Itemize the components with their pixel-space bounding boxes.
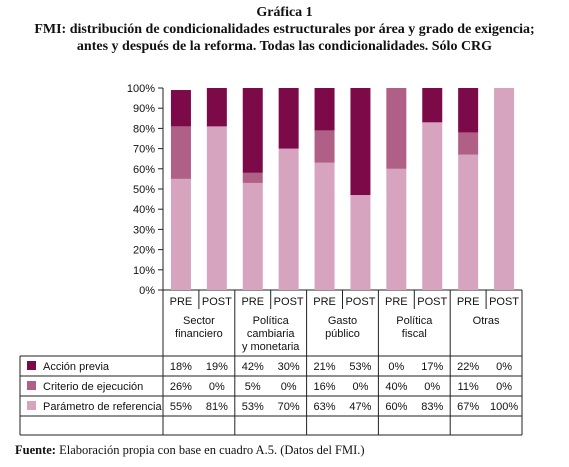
table-value: 70% (278, 401, 300, 413)
bar-segment-criterio-ejecucion (458, 132, 479, 155)
legend-swatch (27, 361, 36, 370)
y-tick-label: 60% (133, 164, 155, 176)
bar-segment-parametro-referencia (206, 126, 227, 290)
table-value: 5% (245, 381, 261, 393)
bar-segment-accion-previa (350, 88, 371, 196)
bar-segment-criterio-ejecucion (242, 172, 263, 183)
y-tick-label: 80% (133, 123, 155, 135)
table-value: 83% (421, 401, 443, 413)
table-value: 67% (457, 401, 479, 413)
group-label: público (325, 328, 360, 340)
bar-segment-parametro-referencia (350, 195, 371, 290)
source-label: Fuente: (15, 443, 56, 457)
y-tick-label: 10% (133, 265, 155, 277)
table-value: 47% (349, 401, 371, 413)
table-value: 22% (457, 361, 479, 373)
table-value: 0% (424, 381, 440, 393)
bar-segment-accion-previa (278, 88, 299, 149)
bar-segment-criterio-ejecucion (386, 88, 407, 169)
table-value: 0% (209, 381, 225, 393)
bar-segment-parametro-referencia (458, 154, 479, 290)
chart-title: Gráfica 1 (256, 5, 313, 20)
x-tick-label: PRE (457, 296, 480, 308)
table-value: 63% (314, 401, 336, 413)
bar-segment-accion-previa (314, 88, 335, 131)
y-tick-label: 50% (133, 184, 155, 196)
group-label: Gasto (328, 315, 357, 327)
table-value: 21% (314, 361, 336, 373)
y-tick-label: 40% (133, 204, 155, 216)
table-value: 11% (458, 381, 479, 393)
table-value: 81% (206, 401, 228, 413)
table-value: 0% (496, 361, 512, 373)
bar-segment-parametro-referencia (422, 122, 443, 290)
x-tick-label: POST (489, 296, 519, 308)
table-value: 100% (490, 401, 518, 413)
table-value: 19% (206, 361, 228, 373)
group-label: Otras (473, 315, 500, 327)
stacked-bar-chart: 0% 10% 20% 30% 40% 50% 60% 70% 80% 90% 100% PRE POST… (19, 83, 523, 436)
y-tick-label: 30% (133, 224, 155, 236)
bar-segment-criterio-ejecucion (170, 126, 191, 179)
x-tick-label: POST (274, 296, 304, 308)
legend-label: Parámetro de referencia (43, 401, 162, 413)
table-value: 60% (385, 401, 407, 413)
table-value: 40% (385, 381, 407, 393)
bar-segment-parametro-referencia (278, 148, 299, 290)
table-value: 30% (278, 361, 300, 373)
table-value: 26% (170, 381, 192, 393)
bar-segment-accion-previa (422, 88, 443, 123)
table-value: 18% (170, 361, 192, 373)
bar-segment-accion-previa (206, 88, 227, 127)
chart-subtitle-line-2: antes y después de la reforma. Todas las… (76, 39, 493, 54)
group-label: fiscal (402, 328, 427, 340)
y-tick-label: 90% (133, 103, 155, 115)
bar-segment-accion-previa (170, 90, 191, 127)
bar-segment-parametro-referencia (494, 88, 515, 290)
table-value: 16% (314, 381, 336, 393)
table-value: 0% (352, 381, 368, 393)
y-tick-label: 0% (139, 285, 155, 297)
y-tick-label: 100% (127, 83, 155, 95)
y-tick-label: 70% (133, 144, 155, 156)
bar-segment-criterio-ejecucion (314, 130, 335, 163)
legend-label: Criterio de ejecución (43, 381, 143, 393)
bar-segment-accion-previa (242, 88, 263, 173)
legend-swatch (27, 381, 36, 390)
source-note: Fuente: Elaboración propia con base en c… (15, 443, 365, 458)
table-value: 55% (170, 401, 192, 413)
group-label: Política (253, 315, 290, 327)
x-tick-label: PRE (170, 296, 193, 308)
group-label: y monetaria (242, 341, 300, 353)
x-tick-label: POST (345, 296, 375, 308)
bar-segment-parametro-referencia (170, 178, 191, 290)
table-value: 0% (496, 381, 512, 393)
table-value: 42% (242, 361, 264, 373)
source-text: Elaboración propia con base en cuadro A.… (59, 443, 365, 457)
x-tick-label: POST (417, 296, 447, 308)
table-value: 53% (349, 361, 371, 373)
table-value: 0% (281, 381, 297, 393)
x-tick-label: POST (202, 296, 232, 308)
chart-subtitle-line-1: FMI: distribución de condicionalidades e… (34, 22, 535, 37)
group-label: cambiaria (247, 328, 296, 340)
bar-segment-parametro-referencia (314, 162, 335, 290)
legend-swatch (27, 401, 36, 410)
y-tick-label: 20% (133, 245, 155, 257)
bar-segment-parametro-referencia (386, 168, 407, 290)
table-value: 0% (388, 361, 404, 373)
legend-label: Acción previa (43, 361, 110, 373)
x-tick-label: PRE (385, 296, 408, 308)
group-label: financiero (175, 328, 223, 340)
table-value: 53% (242, 401, 264, 413)
x-tick-label: PRE (241, 296, 264, 308)
group-label: Sector (183, 315, 215, 327)
bar-segment-accion-previa (458, 88, 479, 133)
x-tick-label: PRE (313, 296, 336, 308)
bar-segment-parametro-referencia (242, 182, 263, 290)
group-label: Política (396, 315, 433, 327)
table-value: 17% (421, 361, 443, 373)
